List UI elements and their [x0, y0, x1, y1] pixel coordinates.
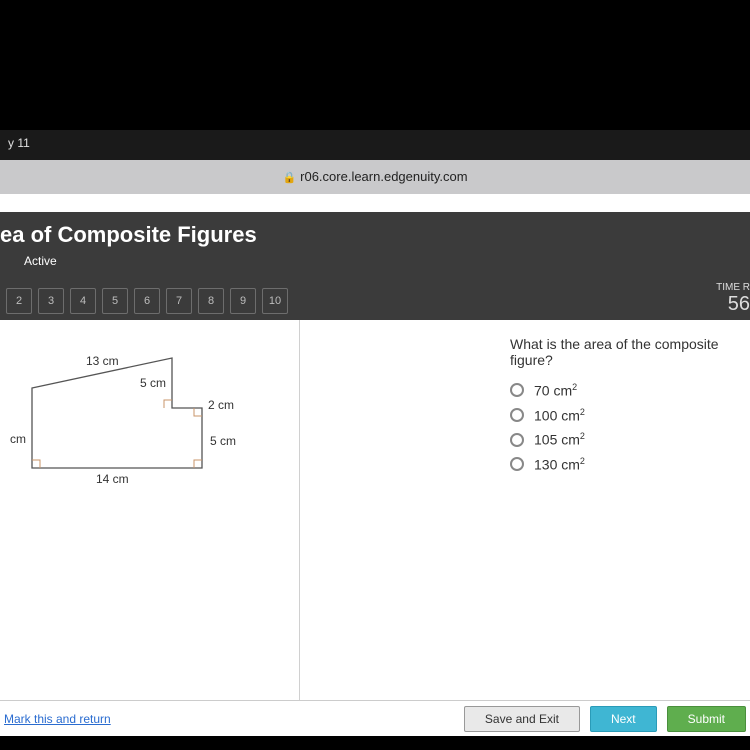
lesson-title: ea of Composite Figures	[0, 222, 750, 248]
radio-icon	[510, 383, 524, 397]
figure-pane: 13 cm 5 cm 2 cm 5 cm cm 14 cm	[0, 320, 300, 700]
label-bottom: 14 cm	[96, 472, 129, 486]
question-nav-8[interactable]: 8	[198, 288, 224, 314]
option-text: 130 cm2	[534, 456, 585, 473]
question-nav-2[interactable]: 2	[6, 288, 32, 314]
device-bezel-bottom	[0, 736, 750, 750]
label-top: 13 cm	[86, 354, 119, 368]
device-frame: y 11 🔒 r06.core.learn.edgenuity.com ea of…	[0, 0, 750, 750]
ipad-status-bar: y 11	[0, 130, 750, 160]
question-nav-6[interactable]: 6	[134, 288, 160, 314]
radio-icon	[510, 408, 524, 422]
question-nav-10[interactable]: 10	[262, 288, 288, 314]
label-right-upper: 5 cm	[140, 376, 166, 390]
label-right-lower: 5 cm	[210, 434, 236, 448]
active-tab-label[interactable]: Active	[0, 254, 750, 268]
time-label: TIME R	[716, 282, 750, 293]
radio-icon	[510, 457, 524, 471]
lesson-header: ea of Composite Figures Active 234567891…	[0, 212, 750, 320]
option-text: 105 cm2	[534, 431, 585, 448]
answer-option-2[interactable]: 100 cm2	[510, 407, 750, 424]
label-step-h: 2 cm	[208, 398, 234, 412]
right-angle-marks	[32, 400, 202, 468]
question-nav-3[interactable]: 3	[38, 288, 64, 314]
answer-option-3[interactable]: 105 cm2	[510, 431, 750, 448]
question-pane: What is the area of the composite figure…	[300, 320, 750, 700]
question-nav-9[interactable]: 9	[230, 288, 256, 314]
mark-and-return-link[interactable]: Mark this and return	[4, 712, 111, 726]
option-text: 70 cm2	[534, 382, 577, 399]
content-area: 13 cm 5 cm 2 cm 5 cm cm 14 cm What is th…	[0, 320, 750, 700]
save-exit-button[interactable]: Save and Exit	[464, 706, 580, 732]
status-date: y 11	[8, 136, 30, 150]
time-remaining: TIME R 56	[716, 282, 750, 316]
browser-address-bar[interactable]: 🔒 r06.core.learn.edgenuity.com	[0, 160, 750, 194]
footer-bar: Mark this and return Save and Exit Next …	[0, 700, 750, 736]
option-text: 100 cm2	[534, 407, 585, 424]
time-value: 56	[716, 293, 750, 316]
composite-figure: 13 cm 5 cm 2 cm 5 cm cm 14 cm	[12, 348, 262, 508]
browser-tab-strip	[0, 194, 750, 212]
answer-option-4[interactable]: 130 cm2	[510, 456, 750, 473]
device-bezel-top	[0, 0, 750, 130]
question-nav-4[interactable]: 4	[70, 288, 96, 314]
url-text: r06.core.learn.edgenuity.com	[300, 169, 467, 184]
question-nav-7[interactable]: 7	[166, 288, 192, 314]
label-left: cm	[10, 432, 26, 446]
question-prompt: What is the area of the composite figure…	[510, 336, 750, 368]
question-nav: 2345678910	[6, 288, 744, 314]
figure-outline	[32, 358, 202, 468]
submit-button[interactable]: Submit	[667, 706, 746, 732]
figure-svg	[12, 348, 262, 508]
next-button[interactable]: Next	[590, 706, 657, 732]
radio-icon	[510, 433, 524, 447]
question-nav-5[interactable]: 5	[102, 288, 128, 314]
answer-option-1[interactable]: 70 cm2	[510, 382, 750, 399]
lock-icon: 🔒	[282, 172, 296, 184]
